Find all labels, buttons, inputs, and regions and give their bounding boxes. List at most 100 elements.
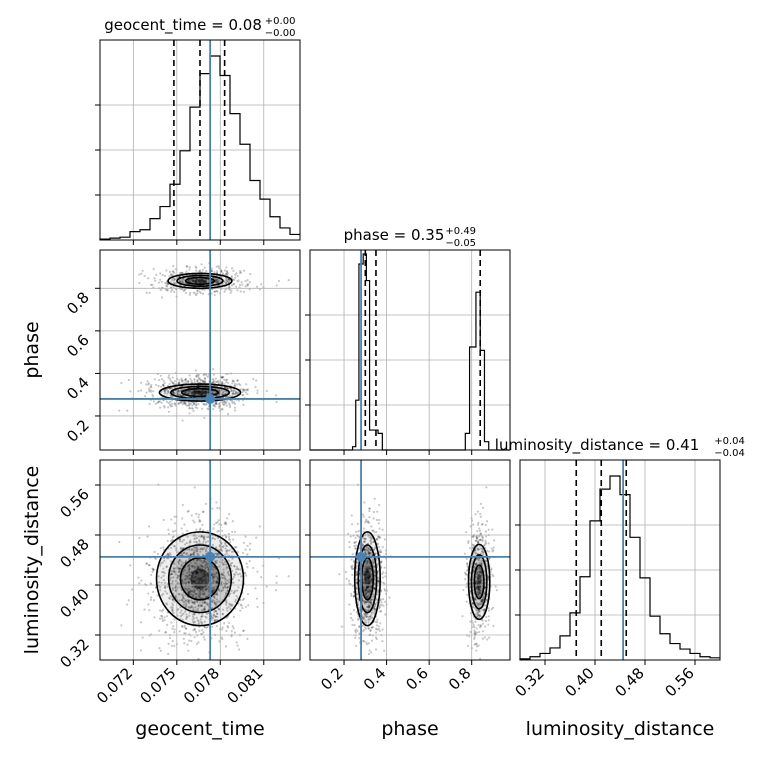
sample-point: [241, 393, 244, 396]
sample-point: [228, 538, 231, 542]
sample-point: [184, 378, 187, 382]
sample-point: [190, 548, 194, 551]
sample-point: [202, 403, 206, 406]
title-sub: −0.04: [714, 448, 745, 459]
sample-point: [177, 390, 180, 393]
sample-point: [183, 551, 186, 554]
sample-point: [365, 546, 368, 549]
sample-point: [224, 560, 227, 564]
sample-point: [481, 574, 484, 577]
sample-point: [239, 269, 242, 273]
sample-point: [367, 619, 370, 622]
contour-line: [158, 383, 242, 402]
sample-point: [479, 502, 482, 505]
sample-point: [174, 281, 177, 285]
sample-point: [367, 609, 370, 612]
sample-point: [365, 586, 368, 589]
sample-point: [223, 383, 226, 386]
sample-point: [227, 594, 231, 598]
sample-point: [228, 395, 231, 398]
sample-point: [154, 402, 157, 405]
sample-point: [258, 288, 261, 291]
sample-point: [367, 581, 370, 584]
sample-point: [366, 605, 369, 609]
sample-point: [377, 542, 380, 546]
sample-point: [168, 597, 171, 600]
sample-point: [479, 552, 482, 555]
title-text: geocent_time = 0.08: [104, 16, 262, 35]
sample-point: [188, 406, 191, 410]
sample-point: [193, 628, 196, 631]
sample-point: [221, 382, 224, 385]
sample-point: [239, 603, 242, 606]
sample-point: [195, 595, 198, 599]
sample-point: [180, 271, 183, 275]
sample-point: [174, 404, 177, 407]
sample-point: [226, 586, 230, 589]
sample-point: [202, 529, 205, 532]
sample-point: [366, 577, 370, 581]
sample-point: [473, 598, 477, 601]
sample-point: [226, 381, 230, 385]
sample-point: [196, 619, 199, 622]
sample-point: [199, 527, 202, 530]
sample-point: [368, 581, 371, 584]
sample-point: [192, 278, 195, 282]
sample-point: [186, 390, 189, 393]
sample-point: [228, 578, 231, 581]
sample-point: [194, 390, 198, 393]
sample-point: [195, 572, 198, 575]
sample-point: [481, 637, 484, 640]
sample-point: [228, 285, 231, 289]
panel-title-phase: phase = 0.35 +0.49−0.05: [344, 226, 476, 249]
sample-point: [203, 535, 206, 538]
sample-point: [173, 562, 176, 566]
sample-point: [239, 568, 242, 571]
sample-point: [201, 554, 204, 557]
sample-point: [187, 569, 190, 572]
sample-point: [198, 601, 202, 604]
sample-point: [185, 390, 188, 394]
sample-point: [230, 284, 234, 287]
sample-point: [351, 564, 354, 567]
sample-point: [383, 538, 386, 541]
sample-point: [221, 529, 224, 532]
sample-point: [216, 536, 220, 539]
sample-point: [478, 614, 481, 617]
sample-point: [205, 561, 209, 565]
sample-point: [193, 379, 196, 382]
sample-point: [171, 602, 174, 605]
sample-point: [152, 599, 156, 602]
sample-point: [485, 535, 488, 538]
sample-point: [162, 518, 165, 522]
sample-point: [165, 282, 168, 285]
sample-point: [476, 593, 479, 597]
y-tick-label: 0.32: [56, 635, 92, 671]
sample-point: [479, 538, 482, 541]
sample-point: [186, 643, 189, 646]
sample-point: [221, 391, 225, 394]
sample-point: [138, 582, 141, 585]
sample-point: [185, 265, 188, 268]
sample-point: [211, 586, 214, 590]
sample-point: [225, 544, 228, 547]
sample-point: [206, 540, 210, 543]
sample-point: [163, 616, 166, 619]
sample-point: [255, 536, 258, 539]
x-tick-label: 0.56: [661, 664, 697, 700]
sample-point: [196, 585, 199, 588]
sample-point: [373, 571, 377, 574]
sample-point: [217, 607, 220, 610]
sample-point: [363, 612, 366, 615]
sample-point: [217, 379, 220, 382]
sample-point: [369, 540, 372, 543]
sample-point: [368, 521, 371, 524]
sample-point: [187, 580, 190, 583]
sample-point: [366, 600, 369, 603]
sample-point: [476, 540, 480, 543]
sample-point: [173, 271, 176, 275]
sample-point: [198, 390, 201, 393]
sample-point: [177, 393, 180, 397]
sample-point: [139, 621, 143, 624]
sample-point: [345, 577, 348, 580]
